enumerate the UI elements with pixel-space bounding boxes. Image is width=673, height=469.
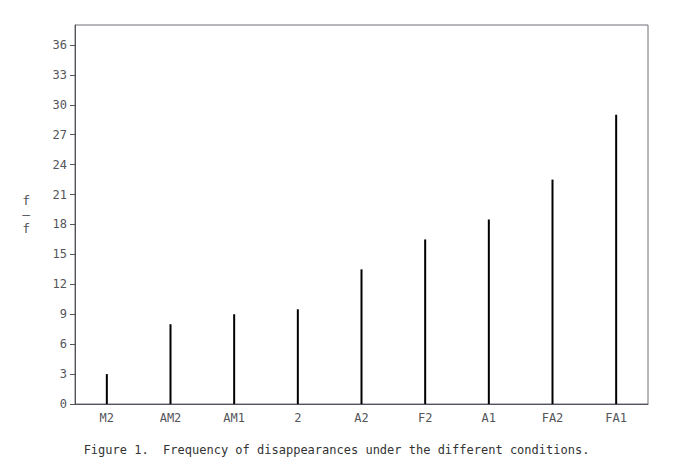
svg-text:9: 9 bbox=[60, 307, 67, 321]
svg-text:f: f bbox=[22, 221, 30, 236]
svg-text:27: 27 bbox=[53, 128, 67, 142]
svg-text:—: — bbox=[22, 207, 30, 222]
svg-text:30: 30 bbox=[53, 98, 67, 112]
svg-text:2: 2 bbox=[294, 411, 301, 425]
svg-text:AM1: AM1 bbox=[223, 411, 245, 425]
svg-text:24: 24 bbox=[53, 158, 67, 172]
svg-text:3: 3 bbox=[60, 367, 67, 381]
svg-text:21: 21 bbox=[53, 188, 67, 202]
svg-text:A2: A2 bbox=[354, 411, 368, 425]
svg-text:Figure 1. Frequency of disapp: Figure 1. Frequency of disappearances un… bbox=[84, 443, 590, 457]
svg-text:15: 15 bbox=[53, 247, 67, 261]
svg-text:12: 12 bbox=[53, 277, 67, 291]
svg-text:f: f bbox=[22, 193, 30, 208]
svg-text:FA1: FA1 bbox=[605, 411, 627, 425]
svg-text:AM2: AM2 bbox=[160, 411, 182, 425]
svg-text:A1: A1 bbox=[482, 411, 496, 425]
svg-text:18: 18 bbox=[53, 217, 67, 231]
svg-text:FA2: FA2 bbox=[542, 411, 564, 425]
svg-text:F2: F2 bbox=[418, 411, 432, 425]
svg-text:6: 6 bbox=[60, 337, 67, 351]
svg-text:M2: M2 bbox=[100, 411, 114, 425]
svg-text:36: 36 bbox=[53, 38, 67, 52]
svg-text:0: 0 bbox=[60, 397, 67, 411]
svg-text:33: 33 bbox=[53, 68, 67, 82]
